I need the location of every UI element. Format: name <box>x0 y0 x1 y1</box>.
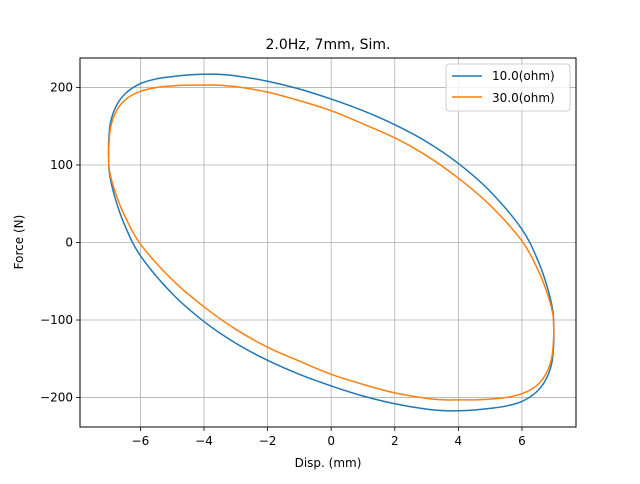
y-axis-ticks: −200 −100 0 100 200 <box>40 80 80 405</box>
x-tick-label: −4 <box>195 434 213 448</box>
y-tick-label: 100 <box>50 158 73 172</box>
x-axis-ticks: −6 −4 −2 0 2 4 6 <box>132 427 526 448</box>
y-tick-label: 0 <box>65 236 73 250</box>
y-tick-label: −200 <box>40 391 73 405</box>
y-tick-label: −100 <box>40 313 73 327</box>
x-tick-label: −6 <box>132 434 150 448</box>
x-tick-label: 2 <box>391 434 399 448</box>
grid <box>80 58 576 427</box>
x-tick-label: 4 <box>455 434 463 448</box>
x-tick-label: 0 <box>327 434 335 448</box>
series-line-2 <box>107 84 555 401</box>
y-axis-label: Force (N) <box>12 215 26 270</box>
legend-label-series-2: 30.0(ohm) <box>492 91 555 105</box>
series-lines <box>107 73 555 412</box>
x-axis-label: Disp. (mm) <box>295 456 362 470</box>
x-tick-label: 6 <box>518 434 526 448</box>
chart-title: 2.0Hz, 7mm, Sim. <box>266 37 391 53</box>
y-tick-label: 200 <box>50 80 73 94</box>
legend-label-series-1: 10.0(ohm) <box>492 69 555 83</box>
x-tick-label: −2 <box>259 434 277 448</box>
legend: 10.0(ohm) 30.0(ohm) <box>445 63 571 112</box>
